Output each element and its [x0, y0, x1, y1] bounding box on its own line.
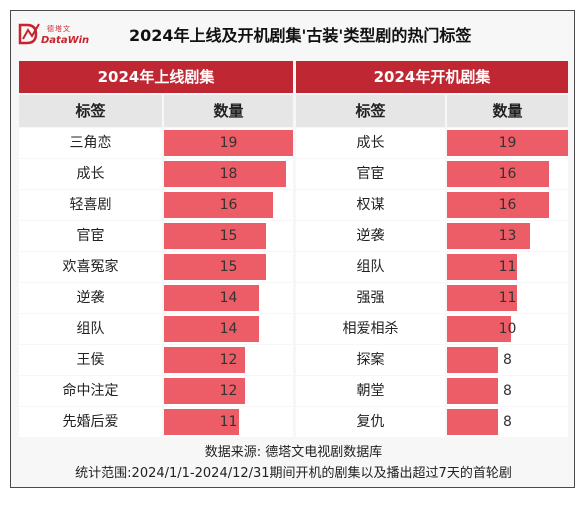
bar-online — [164, 223, 266, 249]
bar-production — [447, 254, 517, 280]
tag-label-online: 先婚后爱 — [62, 414, 119, 430]
tag-label-online: 成长 — [76, 166, 105, 182]
table-row-bg — [19, 128, 162, 158]
tag-label-production: 权谋 — [356, 197, 385, 213]
tag-label-production: 官宦 — [356, 166, 385, 182]
bar-value-label-online: 14 — [219, 321, 238, 337]
bar-value-label-production: 10 — [498, 321, 517, 337]
tag-label-production: 朝堂 — [356, 383, 385, 399]
logo-cn-text: 德塔文 — [47, 25, 71, 33]
bar-production — [447, 223, 530, 249]
bar-online — [164, 192, 273, 218]
table-row-bg — [296, 376, 445, 406]
bar-online — [164, 378, 245, 404]
bar-production — [447, 285, 517, 311]
bar-value-label-production: 16 — [498, 197, 517, 213]
datawin-logo-mark-icon — [18, 23, 40, 45]
bar-value-label-online: 11 — [219, 414, 238, 430]
tag-label-production: 逆袭 — [356, 228, 385, 244]
tag-label-online: 命中注定 — [62, 383, 119, 399]
bar-value-label-online: 19 — [219, 135, 238, 151]
tag-label-production: 成长 — [356, 135, 385, 151]
bar-online — [164, 347, 245, 373]
bar-value-label-online: 18 — [219, 166, 238, 182]
tag-label-production: 强强 — [356, 290, 385, 306]
column-header-tag-production: 标签 — [296, 95, 445, 127]
tag-label-production: 探案 — [356, 352, 385, 368]
logo-en-text: DataWin — [41, 35, 90, 46]
tag-label-online: 欢喜冤家 — [62, 259, 119, 275]
footer-range: 统计范围:2024/1/1-2024/12/31期间开机的剧集以及播出超过7天的… — [75, 466, 512, 481]
table-row-bg — [296, 283, 445, 313]
bar-online — [164, 285, 259, 311]
table-row-bg — [296, 190, 445, 220]
table-row-bg — [19, 376, 162, 406]
table-row-bg — [296, 221, 445, 251]
bar-production — [447, 161, 549, 187]
bar-value-label-online: 14 — [219, 290, 238, 306]
bar-production — [447, 378, 498, 404]
chart-card: 德塔文 DataWin 2024年上线及开机剧集'古装'类型剧的热门标签 202… — [10, 10, 575, 488]
table-row-bg — [296, 128, 445, 158]
table-row-bg — [19, 252, 162, 282]
bar-online — [164, 409, 239, 435]
tag-label-production: 组队 — [356, 259, 385, 275]
panel-header-online: 2024年上线剧集 — [19, 61, 293, 93]
bar-production — [447, 409, 498, 435]
datawin-logo: 德塔文 DataWin — [17, 21, 117, 51]
tag-label-online: 轻喜剧 — [69, 197, 112, 213]
bar-online — [164, 161, 286, 187]
bar-value-label-production: 8 — [503, 383, 512, 399]
bar-online — [164, 316, 259, 342]
table-row-bg — [19, 159, 162, 189]
bar-value-label-online: 16 — [219, 197, 238, 213]
bar-value-label-production: 19 — [498, 135, 517, 151]
bar-value-label-online: 15 — [219, 228, 238, 244]
bar-production — [447, 316, 511, 342]
column-header-count-online: 数量 — [164, 95, 293, 127]
bar-value-label-production: 11 — [498, 259, 517, 275]
tag-label-production: 复仇 — [356, 414, 385, 430]
bar-value-label-production: 13 — [498, 228, 517, 244]
bar-value-label-production: 8 — [503, 352, 512, 368]
bar-online — [164, 254, 266, 280]
chart-title: 2024年上线及开机剧集'古装'类型剧的热门标签 — [129, 26, 472, 45]
bar-production — [447, 130, 568, 156]
table-row-bg — [19, 345, 162, 375]
table-row-bg — [19, 314, 162, 344]
tag-label-online: 三角恋 — [69, 135, 112, 151]
table-row-bg — [19, 221, 162, 251]
bar-production — [447, 347, 498, 373]
tag-label-online: 王侯 — [76, 352, 105, 368]
bar-production — [447, 192, 549, 218]
column-header-count-production: 数量 — [447, 95, 568, 127]
table-row-bg — [19, 190, 162, 220]
tag-label-online: 逆袭 — [76, 290, 105, 306]
table-row-bg — [296, 314, 445, 344]
bar-value-label-production: 8 — [503, 414, 512, 430]
bar-online — [164, 130, 293, 156]
table-row-bg — [296, 407, 445, 437]
table-row-bg — [296, 252, 445, 282]
table-row-bg — [296, 159, 445, 189]
footer-source: 数据来源: 德塔文电视剧数据库 — [204, 445, 383, 460]
table-row-bg — [19, 407, 162, 437]
column-header-tag-online: 标签 — [19, 95, 162, 127]
bar-value-label-online: 12 — [219, 352, 238, 368]
panel-header-production: 2024年开机剧集 — [296, 61, 568, 93]
table-row-bg — [296, 345, 445, 375]
bar-value-label-production: 11 — [498, 290, 517, 306]
tag-label-production: 相爱相杀 — [342, 321, 399, 337]
tag-label-online: 组队 — [76, 321, 105, 337]
table-row-bg — [19, 283, 162, 313]
bar-value-label-production: 16 — [498, 166, 517, 182]
bar-value-label-online: 12 — [219, 383, 238, 399]
bar-value-label-online: 15 — [219, 259, 238, 275]
tag-label-online: 官宦 — [76, 228, 105, 244]
